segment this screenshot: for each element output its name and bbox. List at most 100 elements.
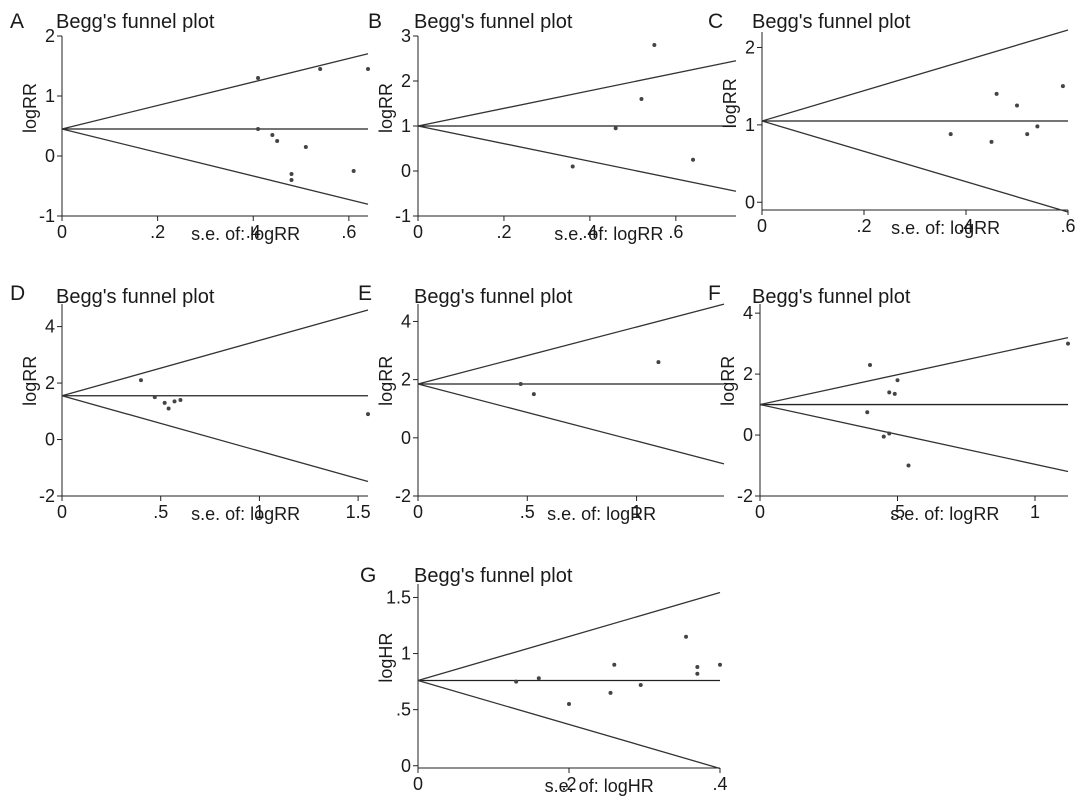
study-point — [612, 662, 617, 667]
y-tick-label: .5 — [396, 700, 411, 720]
study-point — [684, 634, 689, 639]
study-point — [1025, 132, 1030, 137]
study-point — [567, 702, 571, 707]
study-point — [178, 398, 183, 402]
study-point — [639, 97, 644, 101]
study-point — [289, 172, 294, 176]
funnel-upper-limit — [417, 303, 725, 385]
x-tick-label: .2 — [496, 222, 511, 242]
x-axis-title: s.e. of: logRR — [547, 504, 656, 524]
x-tick-label: .5 — [153, 502, 168, 522]
funnel-lower-limit — [61, 128, 369, 205]
x-tick-label: 0 — [57, 502, 67, 522]
plot-title: Begg's funnel plot — [56, 11, 215, 33]
y-tick-label: 1.5 — [386, 587, 411, 607]
study-point — [152, 395, 157, 400]
y-tick-label: 0 — [45, 146, 55, 166]
study-point — [892, 391, 897, 396]
y-axis-title: logRR — [720, 78, 740, 128]
study-point — [256, 76, 261, 80]
panel-c: C Begg's funnel plot 0 .2 .4 .6 0 1 2 s.e. of: lo… — [708, 10, 1076, 238]
y-tick-label: 2 — [745, 37, 755, 57]
study-point — [948, 132, 953, 137]
y-tick-label: -1 — [39, 206, 55, 226]
x-axis-title: s.e. of: logRR — [554, 224, 663, 244]
y-tick-label: 0 — [401, 756, 411, 776]
x-tick-label: .4 — [958, 216, 973, 236]
study-point — [989, 139, 994, 144]
plot-title: Begg's funnel plot — [414, 286, 573, 308]
study-point — [906, 463, 911, 468]
x-tick-label: 0 — [755, 502, 765, 522]
y-axis-title: logRR — [20, 83, 40, 133]
study-point — [138, 378, 143, 383]
plot-title: Begg's funnel plot — [56, 286, 215, 308]
panel-letter: A — [10, 10, 24, 33]
y-tick-label: 0 — [743, 425, 753, 445]
x-tick-label: 0 — [413, 222, 423, 242]
x-tick-label: .6 — [668, 222, 683, 242]
x-tick-label: .4 — [712, 774, 727, 794]
study-point — [270, 133, 275, 137]
y-axis-title: logRR — [376, 83, 396, 133]
study-point — [994, 91, 999, 96]
y-tick-label: 4 — [743, 303, 753, 323]
study-point — [691, 157, 696, 162]
study-point — [366, 67, 370, 71]
x-tick-label: .2 — [561, 774, 576, 794]
x-axis-title: s.e. of: logRR — [890, 504, 999, 524]
funnel-lower-limit — [61, 395, 369, 483]
x-axis-title: s.e. of: logHR — [545, 776, 654, 796]
x-axis-title: s.e. of: logRR — [191, 224, 300, 244]
funnel-upper-limit — [761, 29, 1069, 122]
funnel-upper-limit — [417, 591, 721, 682]
study-point — [608, 690, 613, 695]
study-point — [718, 662, 722, 667]
x-tick-label: .2 — [856, 216, 871, 236]
study-point — [172, 399, 177, 404]
study-point — [887, 390, 892, 395]
funnel-upper-limit — [417, 60, 737, 127]
funnel-lower-limit — [417, 125, 737, 192]
panel-letter: C — [708, 10, 723, 33]
study-point — [613, 126, 618, 131]
x-tick-label: 0 — [57, 222, 67, 242]
study-point — [162, 400, 167, 405]
y-tick-label: 4 — [45, 317, 55, 337]
study-point — [318, 67, 323, 71]
panel-letter: B — [368, 10, 382, 33]
y-tick-label: 1 — [401, 116, 411, 136]
y-tick-label: 3 — [401, 26, 411, 46]
y-axis-title: logRR — [376, 356, 396, 406]
study-point — [303, 145, 308, 149]
panel-letter: F — [708, 282, 721, 305]
funnel-upper-limit — [61, 53, 369, 130]
study-point — [1066, 341, 1070, 346]
study-point — [895, 378, 900, 383]
study-point — [865, 410, 870, 415]
x-tick-label: 0 — [757, 216, 767, 236]
study-point — [887, 431, 892, 436]
y-tick-label: -1 — [395, 206, 411, 226]
x-tick-label: 0 — [413, 774, 423, 794]
plot-title: Begg's funnel plot — [752, 286, 911, 308]
y-axis-title: logRR — [718, 356, 738, 406]
study-point — [656, 360, 661, 365]
x-tick-label: .2 — [150, 222, 165, 242]
x-tick-label: .4 — [582, 222, 597, 242]
y-tick-label: 1 — [401, 644, 411, 664]
study-point — [351, 169, 356, 173]
study-point — [166, 406, 171, 411]
y-tick-label: 0 — [401, 428, 411, 448]
y-tick-label: 2 — [743, 364, 753, 384]
funnel-lower-limit — [417, 679, 721, 770]
study-point — [536, 676, 541, 681]
study-point — [638, 682, 643, 687]
study-point — [366, 412, 370, 417]
panel-g: G Begg's funnel plot 0 .2 .4 0 .5 1 1.5 s.e. of: … — [360, 564, 728, 796]
x-tick-label: 1 — [632, 502, 642, 522]
study-point — [695, 665, 700, 670]
x-axis-title: s.e. of: logRR — [891, 218, 1000, 238]
